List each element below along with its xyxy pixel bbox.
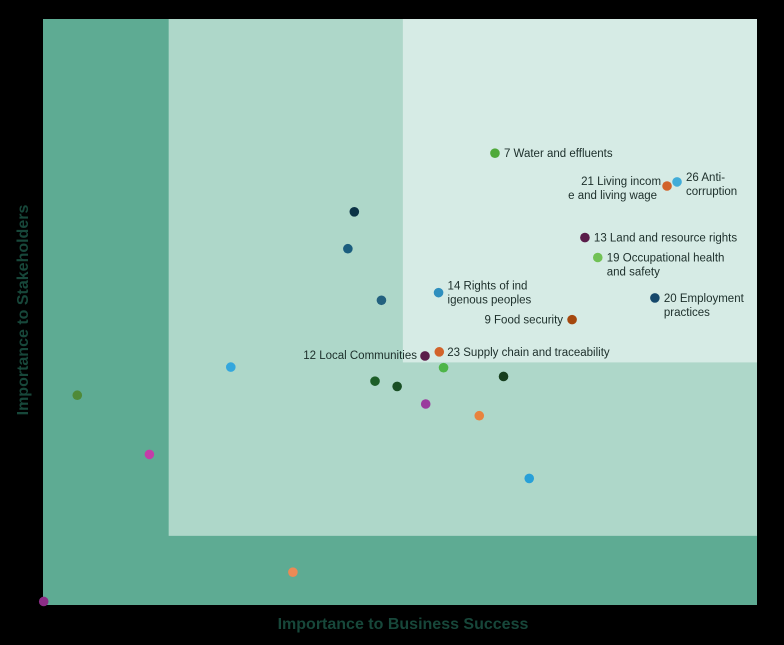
materiality-zones [43, 19, 757, 605]
data-point-6 [433, 287, 444, 298]
point-label-10: 23 Supply chain and traceability [447, 347, 610, 359]
point-label-8: 9 Food security [484, 315, 563, 327]
point-labels: 7 Water and effluents 21 Living incom e an… [303, 148, 744, 362]
data-point-15 [370, 376, 380, 386]
data-point-5 [592, 252, 603, 263]
data-point-4 [580, 232, 590, 243]
data-point-20 [474, 410, 485, 421]
data-point-8 [567, 314, 577, 325]
x-axis-title: Importance to Business Success [278, 616, 529, 633]
data-point-23 [144, 449, 155, 460]
zone-high [402, 19, 757, 363]
data-point-19 [420, 399, 431, 409]
data-point-17 [438, 362, 449, 373]
data-point-25 [38, 596, 49, 607]
data-point-14 [225, 362, 236, 372]
data-point-10 [434, 347, 445, 357]
point-label-1: 7 Water and effluents [504, 148, 613, 160]
point-label-2: 21 Living incom e and living wage [568, 176, 661, 202]
data-point-9 [420, 351, 430, 361]
point-label-4: 13 Land and resource rights [594, 233, 737, 245]
data-point-18 [498, 371, 509, 382]
point-label-3: 26 Anti-corruption [686, 172, 737, 198]
data-point-7 [650, 293, 660, 303]
y-axis-title: Importance to Stakeholders [15, 205, 32, 416]
point-label-9: 12 Local Communities [303, 350, 417, 362]
point-label-6: 14 Rights of ind igenous peoples [448, 281, 532, 307]
data-point-16 [392, 381, 402, 392]
data-point-2 [662, 181, 672, 191]
data-point-13 [376, 295, 387, 306]
data-point-24 [288, 567, 298, 577]
data-point-12 [343, 243, 353, 254]
data-point-22 [72, 390, 83, 401]
data-point-11 [349, 206, 360, 217]
data-point-21 [524, 473, 535, 484]
point-label-5: 19 Occupational health and safety [607, 253, 725, 279]
data-point-3 [672, 177, 682, 187]
point-label-7: 20 Employment practices [664, 293, 745, 319]
data-points [38, 148, 682, 607]
data-point-1 [490, 148, 500, 158]
